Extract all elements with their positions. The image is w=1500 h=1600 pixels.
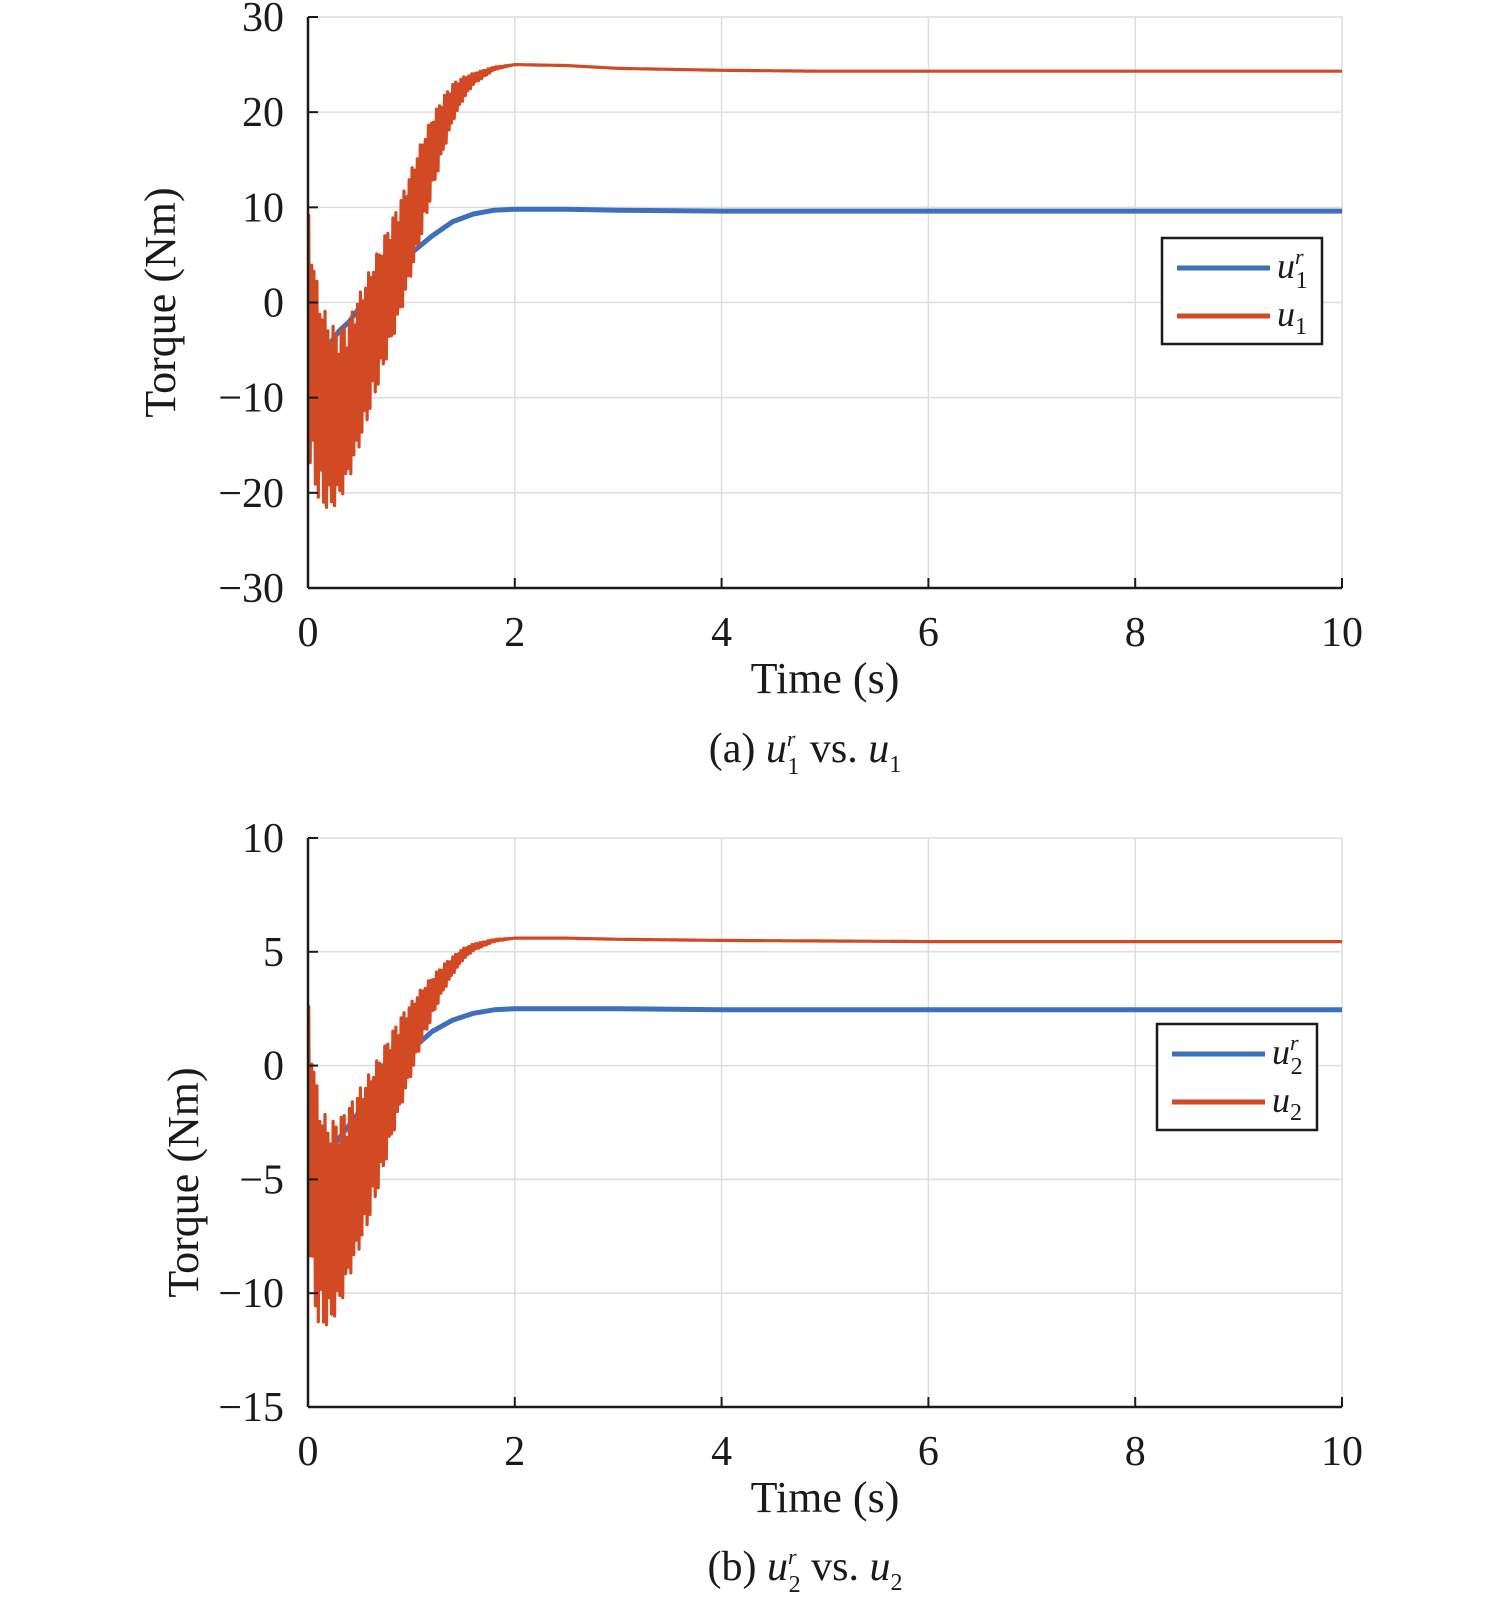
legend: ur 1u1 xyxy=(1160,236,1324,346)
x-tick-label: 4 xyxy=(711,1429,732,1475)
x-tick-label: 4 xyxy=(711,610,732,656)
x-tick-label: 2 xyxy=(504,1429,525,1475)
x-tick-label: 8 xyxy=(1125,610,1146,656)
chart-panel-b: 0 2 4 6 8 10 −15 −10 −5 0 5 10 Time (s) Torque (Nm) ur… xyxy=(159,816,1363,1598)
legend-label-u2r: ur 2 xyxy=(1272,1030,1303,1080)
legend-box xyxy=(1160,236,1324,346)
y-tick-label: −20 xyxy=(218,471,284,517)
legend-label-u2: u2 xyxy=(1272,1080,1302,1126)
y-tick-label: 0 xyxy=(263,281,284,327)
y-axis-label: Torque (Nm) xyxy=(136,187,185,417)
series-line-u2 xyxy=(308,936,1342,1327)
series-line-u1 xyxy=(308,62,1342,509)
x-tick-label: 0 xyxy=(298,1429,319,1475)
y-tick-label: 10 xyxy=(242,185,284,231)
legend-label-u1r: ur 1 xyxy=(1277,244,1308,294)
y-tick-label: −5 xyxy=(239,1157,284,1203)
legend-box xyxy=(1155,1022,1319,1132)
x-tick-label: 10 xyxy=(1321,1429,1363,1475)
y-tick-label: −10 xyxy=(218,1271,284,1317)
legend: ur 2u2 xyxy=(1155,1022,1319,1132)
x-tick-label: 8 xyxy=(1125,1429,1146,1475)
legend-label-u1: u1 xyxy=(1277,294,1307,340)
figure-caption: (b) ur 2 vs. u2 xyxy=(708,1544,903,1598)
x-tick-label: 2 xyxy=(504,610,525,656)
figure-caption: (a) ur 1 vs. u1 xyxy=(709,726,902,780)
y-tick-label: 30 xyxy=(242,0,284,41)
y-tick-label: 0 xyxy=(263,1044,284,1090)
x-tick-label: 10 xyxy=(1321,610,1363,656)
chart-panel-a: 0 2 4 6 8 10 −30 −20 −10 0 10 20 30 Time (s) Torque (N… xyxy=(136,0,1363,780)
y-tick-label: 5 xyxy=(263,930,284,976)
y-tick-label: 20 xyxy=(242,90,284,136)
x-tick-label: 0 xyxy=(298,610,319,656)
x-tick-label: 6 xyxy=(918,1429,939,1475)
y-tick-label: −15 xyxy=(218,1385,284,1431)
y-tick-label: 10 xyxy=(242,816,284,862)
x-axis-label: Time (s) xyxy=(751,1473,900,1522)
y-axis-label: Torque (Nm) xyxy=(159,1067,208,1297)
x-axis-label: Time (s) xyxy=(751,654,900,703)
x-tick-label: 6 xyxy=(918,610,939,656)
y-tick-label: −10 xyxy=(218,376,284,422)
y-tick-label: −30 xyxy=(218,566,284,612)
